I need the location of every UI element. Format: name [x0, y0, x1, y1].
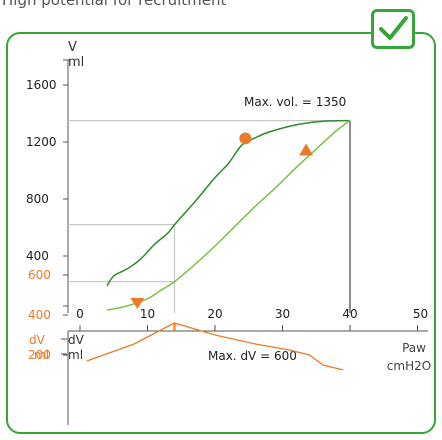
- start-marker: [130, 298, 145, 310]
- dv-axis-title: dV: [68, 333, 85, 347]
- x-tick-label: 10: [140, 307, 155, 321]
- dv-axis-unit-orange: ml: [34, 348, 49, 362]
- y-tick-label: 400: [26, 249, 49, 263]
- deflation-curve: [106, 120, 351, 311]
- x-tick-label: 20: [207, 307, 222, 321]
- max-dv-annotation: Max. dV = 600: [208, 349, 297, 363]
- deflation-marker: [299, 143, 314, 156]
- x-tick-label: 50: [413, 307, 428, 321]
- inflation-curve: [106, 119, 351, 287]
- y-tick-label: 800: [26, 192, 49, 206]
- status-badge: [371, 9, 415, 49]
- dv-tick-label: 600: [28, 268, 51, 282]
- dv-curve: [86, 322, 344, 371]
- header-text: High potential for recruitment: [2, 0, 227, 9]
- x-axis-unit: cmH2O: [387, 359, 431, 373]
- dv-tick-label: 400: [28, 308, 51, 322]
- x-axis-title: Paw: [402, 341, 426, 355]
- inflation-marker: [239, 132, 252, 145]
- y-tick-label: 1600: [26, 78, 57, 92]
- x-tick-label: 40: [342, 307, 357, 321]
- dv-axis-unit: ml: [68, 348, 83, 362]
- checkmark-icon: [379, 16, 408, 40]
- x-tick-label: 30: [275, 307, 290, 321]
- y-axis-unit: ml: [68, 55, 84, 70]
- max-volume-annotation: Max. vol. = 1350: [244, 95, 346, 109]
- y-tick-label: 1200: [26, 135, 57, 149]
- analysis-panel-frame: [6, 32, 436, 434]
- x-tick-label: 0: [76, 307, 84, 321]
- dv-tick-label: 200: [28, 348, 51, 362]
- y-axis-title: V: [68, 40, 77, 55]
- dv-axis-title-orange: dV: [29, 333, 46, 347]
